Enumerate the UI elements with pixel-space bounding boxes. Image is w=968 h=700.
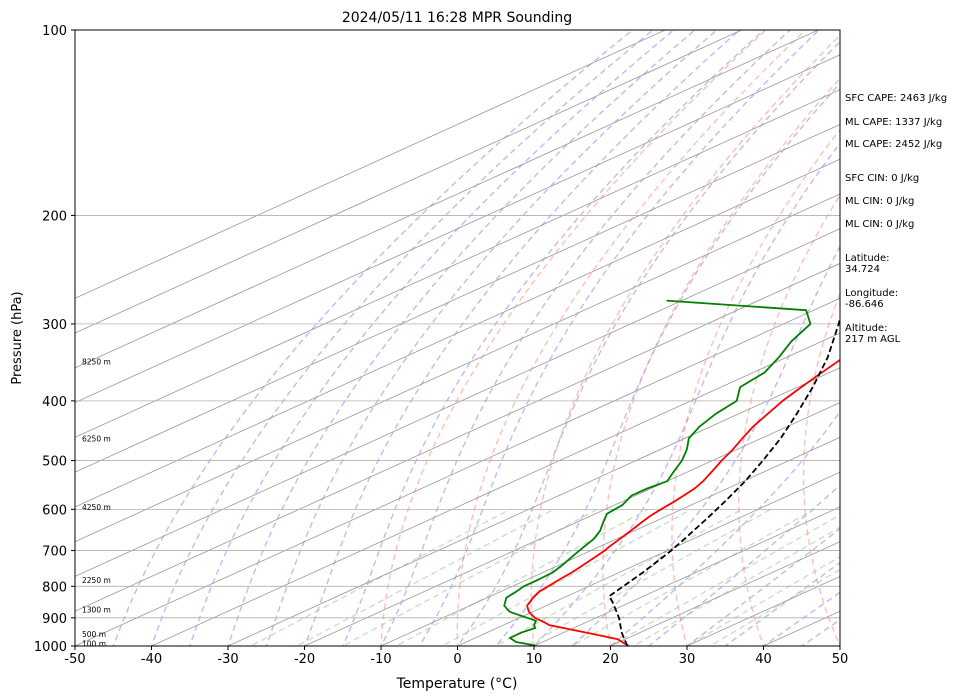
ml-cape-text: ML CAPE: 1337 J/kg <box>845 117 943 128</box>
series-line-1 <box>503 299 812 646</box>
isotherm-line <box>75 297 840 646</box>
moist-adiabat <box>380 30 792 646</box>
moist-adiabat <box>494 82 840 646</box>
y-tick-label: 100 <box>42 24 67 39</box>
isotherm-line <box>75 30 667 299</box>
y-tick-label: 200 <box>42 209 67 224</box>
isotherm-line <box>609 541 840 646</box>
moist-adiabat <box>418 30 821 646</box>
x-tick-label: 50 <box>832 652 849 667</box>
isotherm-line <box>227 367 840 646</box>
height-label: 1300 m <box>82 605 111 614</box>
isotherm-line <box>150 332 840 646</box>
y-tick-label: 400 <box>42 395 67 410</box>
y-tick-label: 1000 <box>34 640 67 655</box>
ml-cape-text-2: ML CAPE: 2452 J/kg <box>845 139 943 150</box>
y-tick-label: 600 <box>42 503 67 518</box>
moist-adiabat <box>112 30 634 646</box>
dry-adiabat <box>671 128 840 646</box>
isotherm-line <box>75 54 840 404</box>
y-tick-label: 800 <box>42 580 67 595</box>
isotherm-line <box>456 471 840 646</box>
mixing-ratio-line <box>394 508 649 646</box>
x-tick-label: -10 <box>370 652 391 667</box>
moist-adiabat <box>227 30 696 646</box>
latitude-text: Latitude: 34.724 <box>845 253 890 275</box>
mixing-ratio-line <box>341 508 598 646</box>
mixing-ratio-line <box>570 508 815 646</box>
mixing-ratio-line <box>494 508 743 646</box>
series-line-0 <box>526 358 840 646</box>
series-line-2 <box>608 314 840 646</box>
height-label: 4250 m <box>82 503 111 512</box>
chart-title: 2024/05/11 16:28 MPR Sounding <box>342 10 572 26</box>
moist-adiabat <box>342 30 765 646</box>
moist-adiabat <box>456 40 840 646</box>
x-tick-label: -20 <box>294 652 315 667</box>
isotherm-line <box>303 402 840 646</box>
moist-adiabat <box>724 561 840 646</box>
x-tick-label: 40 <box>755 652 772 667</box>
isotherm-line <box>75 30 820 369</box>
longitude-text: Longitude: -86.646 <box>845 288 899 310</box>
y-tick-label: 900 <box>42 612 67 627</box>
ml-cin-text-2: ML CIN: 0 J/kg <box>845 219 915 230</box>
isotherm-line <box>75 123 840 473</box>
mixing-ratio-line <box>524 508 772 646</box>
mixing-ratio-line <box>249 508 511 646</box>
isotherm-line <box>75 193 840 543</box>
moist-adiabat <box>533 142 840 646</box>
moist-adiabat <box>647 484 840 646</box>
isotherm-line <box>75 263 840 612</box>
x-tick-label: -50 <box>64 652 85 667</box>
isotherm-line <box>75 89 840 438</box>
y-tick-label: 500 <box>42 455 67 470</box>
x-tick-label: 30 <box>679 652 696 667</box>
mixing-ratio-line <box>685 555 840 646</box>
height-label: 100 m <box>82 639 106 648</box>
moist-adiabat <box>571 245 840 646</box>
height-label: 500 m <box>82 630 106 639</box>
sounding-traces <box>503 299 840 646</box>
x-axis-ticks: -50 -40 -30 -20 -10 0 10 20 30 40 50 <box>64 646 848 667</box>
moist-adiabat <box>685 527 840 646</box>
isotherm-line <box>75 158 840 508</box>
background-lines <box>75 30 840 646</box>
dry-adiabat <box>602 77 840 646</box>
y-tick-label: 300 <box>42 318 67 333</box>
y-axis-ticks: 1000 900 800 700 600 500 400 300 200 100 <box>34 24 75 655</box>
mixing-ratio-line <box>295 508 555 646</box>
isotherm-line <box>75 30 743 334</box>
dry-adiabat <box>530 34 840 646</box>
ml-cin-text: ML CIN: 0 J/kg <box>845 196 915 207</box>
x-tick-label: -40 <box>141 652 162 667</box>
dry-adiabat <box>738 193 840 646</box>
height-label: 8250 m <box>82 357 111 366</box>
isotherm-line <box>75 228 840 577</box>
x-tick-label: 20 <box>602 652 619 667</box>
height-label: 6250 m <box>82 434 111 443</box>
x-tick-label: 10 <box>526 652 543 667</box>
moist-adiabat <box>150 30 655 646</box>
moist-adiabat <box>189 30 675 646</box>
isotherm-line <box>533 506 840 646</box>
x-tick-label: -30 <box>217 652 238 667</box>
y-axis-label: Pressure (hPa) <box>10 291 25 384</box>
moist-adiabat <box>609 410 840 646</box>
moist-adiabat <box>303 30 741 646</box>
x-axis-label: Temperature (°C) <box>396 676 518 692</box>
dry-adiabat <box>380 30 767 646</box>
y-tick-label: 700 <box>42 545 67 560</box>
altitude-text: Altitude: 217 m AGL <box>845 323 901 345</box>
isotherm-line <box>380 436 840 646</box>
height-label: 2250 m <box>82 576 111 585</box>
sfc-cape-text: SFC CAPE: 2463 J/kg <box>845 93 948 104</box>
sfc-cin-text: SFC CIN: 0 J/kg <box>845 173 920 184</box>
mixing-ratio-line <box>708 568 840 646</box>
moist-adiabat <box>265 30 718 646</box>
x-tick-label: 0 <box>453 652 461 667</box>
